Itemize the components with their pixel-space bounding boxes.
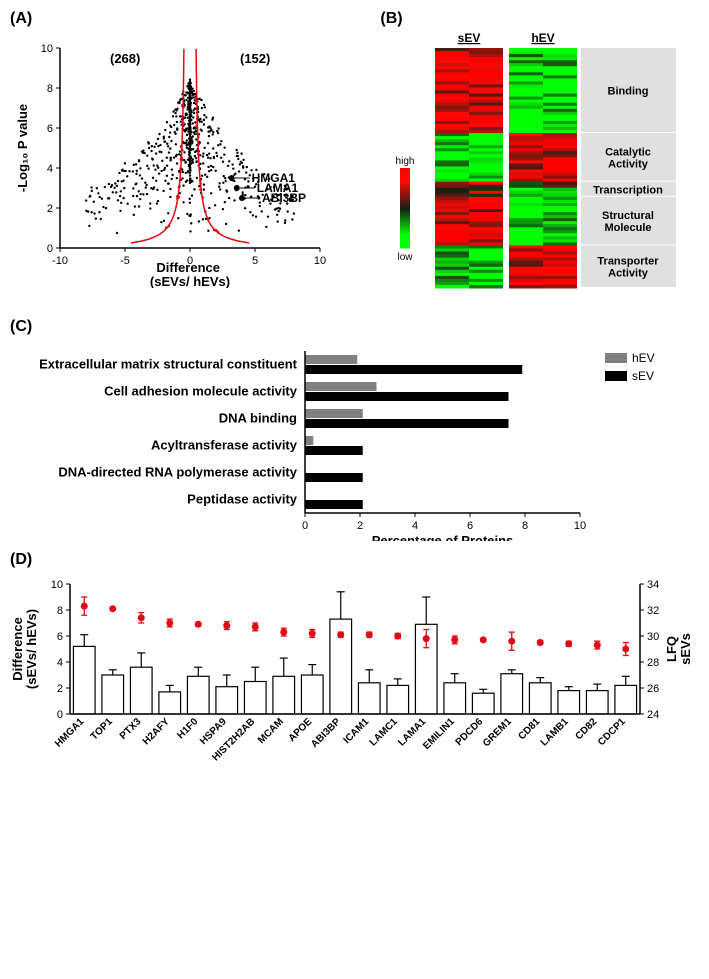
panel-b: (B) sEV hEV Binding CatalyticActivity Transc…: [380, 10, 699, 313]
svg-text:10: 10: [41, 43, 53, 55]
panel-a-label: (A): [10, 10, 360, 28]
svg-text:8: 8: [522, 520, 528, 532]
svg-text:LAMC1: LAMC1: [368, 716, 400, 748]
panel-d: (D) HMGA1TOP1PTX3H2AFYH1F0HSPA9HIST2H2AB…: [10, 551, 699, 804]
svg-text:hEV: hEV: [632, 351, 655, 365]
svg-text:30: 30: [647, 631, 659, 643]
panel-c: (C) Extracellular matrix structural cons…: [10, 318, 699, 546]
svg-text:10: 10: [314, 255, 326, 267]
svg-text:10: 10: [574, 520, 586, 532]
svg-text:CDCP1: CDCP1: [596, 716, 628, 748]
svg-text:StructuralMolecule: StructuralMolecule: [602, 210, 654, 234]
svg-text:Binding: Binding: [608, 86, 649, 98]
svg-text:GREM1: GREM1: [481, 716, 514, 749]
svg-text:6: 6: [467, 520, 473, 532]
svg-text:Percentage of Proteins: Percentage of Proteins: [372, 533, 514, 541]
svg-text:ICAM1: ICAM1: [342, 716, 372, 746]
svg-text:PTX3: PTX3: [118, 716, 144, 742]
svg-text:low: low: [398, 252, 414, 263]
svg-text:6: 6: [57, 631, 63, 643]
svg-text:34: 34: [647, 579, 659, 591]
svg-text:28: 28: [647, 657, 659, 669]
svg-text:CD82: CD82: [574, 716, 600, 742]
svg-text:sEV: sEV: [632, 369, 654, 383]
svg-text:H2AFY: H2AFY: [141, 716, 172, 747]
svg-text:PDCD6: PDCD6: [454, 716, 486, 748]
svg-text:EMILIN1: EMILIN1: [421, 716, 457, 752]
svg-text:-10: -10: [52, 255, 68, 267]
svg-text:2: 2: [357, 520, 363, 532]
svg-text:2: 2: [57, 683, 63, 695]
svg-text:4: 4: [47, 163, 53, 175]
svg-text:LFQsEVs: LFQsEVs: [664, 633, 693, 665]
svg-text:sEV: sEV: [458, 31, 481, 45]
x-axis-label: Difference (sEVs/ hEVs): [150, 260, 230, 288]
panel-c-label: (C): [10, 318, 699, 336]
svg-text:Peptidase activity: Peptidase activity: [187, 492, 298, 507]
panel-a: (A) -10-505100246810HMGA1LAMA1ABI3BP Dif…: [10, 10, 360, 313]
svg-text:Transcription: Transcription: [594, 184, 664, 196]
svg-text:Cell adhesion molecule activit: Cell adhesion molecule activity: [104, 384, 298, 399]
svg-text:Difference(sEVs/ hEVs): Difference(sEVs/ hEVs): [10, 609, 39, 689]
svg-text:Acyltransferase activity: Acyltransferase activity: [151, 438, 298, 453]
figure-container: (A) -10-505100246810HMGA1LAMA1ABI3BP Dif…: [10, 10, 699, 804]
svg-text:DNA binding: DNA binding: [219, 411, 297, 426]
left-count: (268): [110, 51, 140, 66]
svg-text:LAMB1: LAMB1: [539, 716, 571, 748]
svg-text:24: 24: [647, 709, 659, 721]
volcano-plot: -10-505100246810HMGA1LAMA1ABI3BP Differe…: [10, 28, 340, 288]
svg-text:0: 0: [302, 520, 308, 532]
svg-text:6: 6: [47, 123, 53, 135]
svg-text:-5: -5: [120, 255, 130, 267]
svg-text:CatalyticActivity: CatalyticActivity: [605, 146, 651, 170]
panel-d-label: (D): [10, 551, 699, 569]
svg-text:0: 0: [57, 709, 63, 721]
svg-text:26: 26: [647, 683, 659, 695]
heatmap: sEV hEV Binding CatalyticActivity Transcript…: [380, 28, 680, 308]
svg-text:8: 8: [47, 83, 53, 95]
svg-text:4: 4: [57, 657, 63, 669]
svg-text:Extracellular matrix structura: Extracellular matrix structural constitu…: [39, 357, 298, 372]
y-axis-label: -Log₁₀ P value: [15, 104, 30, 192]
bar-scatter-chart: HMGA1TOP1PTX3H2AFYH1F0HSPA9HIST2H2ABMCAM…: [10, 569, 699, 799]
panel-b-label: (B): [380, 10, 699, 28]
svg-text:DNA-directed RNA polymerase ac: DNA-directed RNA polymerase activity: [58, 465, 297, 480]
svg-text:2: 2: [47, 203, 53, 215]
right-count: (152): [240, 51, 270, 66]
svg-text:10: 10: [51, 579, 63, 591]
horizontal-bar-chart: Extracellular matrix structural constitu…: [10, 336, 699, 541]
svg-text:0: 0: [47, 243, 53, 255]
svg-text:ABI3BP: ABI3BP: [262, 191, 306, 205]
svg-text:high: high: [396, 156, 415, 167]
svg-text:MCAM: MCAM: [256, 716, 286, 746]
svg-text:hEV: hEV: [532, 31, 555, 45]
svg-text:32: 32: [647, 605, 659, 617]
svg-text:HMGA1: HMGA1: [53, 716, 87, 750]
svg-text:4: 4: [412, 520, 418, 532]
svg-text:ABI3BP: ABI3BP: [309, 716, 343, 750]
svg-text:TOP1: TOP1: [89, 716, 115, 742]
svg-text:CD81: CD81: [517, 716, 543, 742]
svg-text:H1F0: H1F0: [175, 716, 200, 741]
row-1: (A) -10-505100246810HMGA1LAMA1ABI3BP Dif…: [10, 10, 699, 313]
svg-text:5: 5: [252, 255, 258, 267]
svg-text:8: 8: [57, 605, 63, 617]
